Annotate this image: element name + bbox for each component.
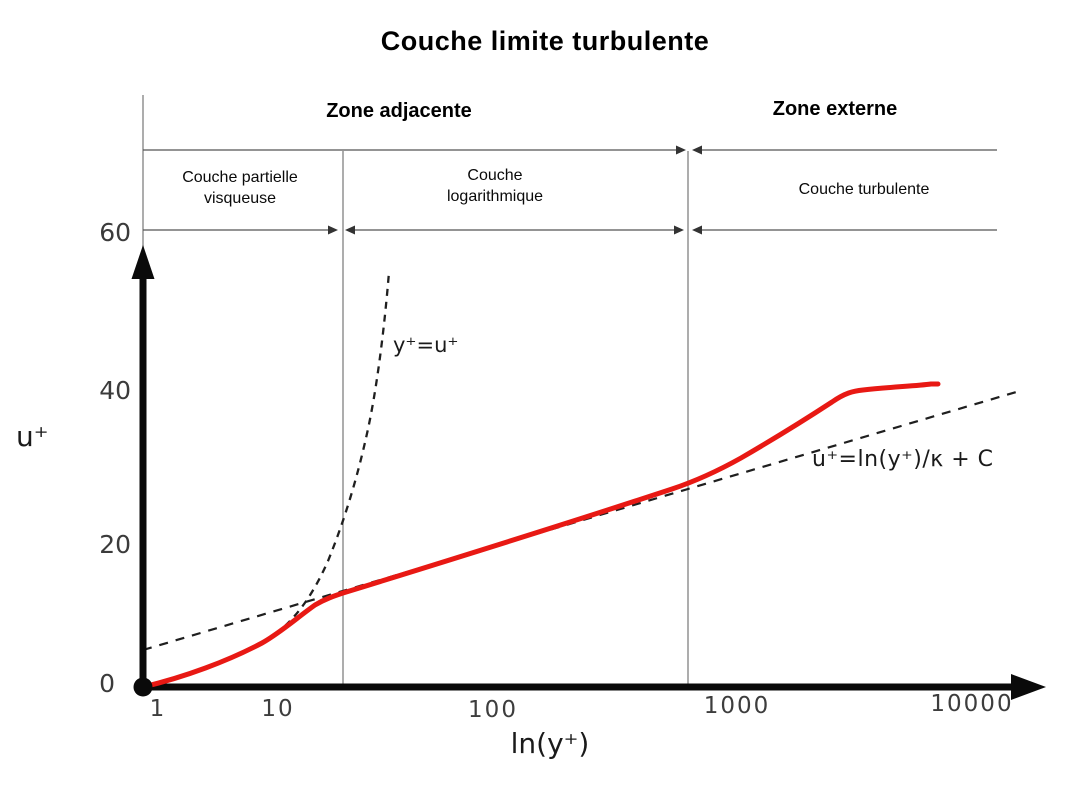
x-tick-100: 100 [468, 697, 518, 723]
layer-turbulente-label: Couche turbulente [798, 181, 930, 198]
y-tick-0: 0 [99, 669, 115, 698]
x-axis-label: ln(y⁺) [510, 727, 590, 760]
arrow-right-icon [676, 145, 686, 155]
zone-externe-label: Zone externe [772, 98, 898, 120]
viscous-sublayer-dashed-curve [142, 271, 391, 689]
x-axis-arrow-icon [1011, 674, 1046, 700]
arrow-right-icon [674, 225, 684, 235]
velocity-profile-curve [140, 381, 941, 690]
zone-span-line [143, 145, 997, 155]
y-tick-60: 60 [99, 218, 131, 247]
y-tick-40: 40 [99, 376, 131, 405]
arrow-right-icon [328, 225, 338, 235]
arrow-left-icon [692, 145, 702, 155]
layer-visqueuse-label: Couche partielle visqueuse [182, 169, 298, 207]
viscous-law-equation: y⁺=u⁺ [393, 333, 459, 357]
layer-span-line [143, 225, 997, 235]
origin-dot [133, 677, 153, 697]
x-tick-10: 10 [261, 696, 295, 722]
arrow-left-icon [345, 225, 355, 235]
y-axis-arrow-icon [131, 245, 155, 279]
arrow-left-icon [692, 225, 702, 235]
y-tick-20: 20 [99, 530, 131, 559]
y-axis-label: u⁺ [16, 420, 49, 453]
x-tick-1: 1 [149, 696, 167, 722]
layer-logarithmique-label: Couche logarithmique [446, 167, 544, 205]
log-law-equation: u⁺=ln(y⁺)/κ + C [812, 447, 994, 472]
chart-title: Couche limite turbulente [380, 26, 710, 56]
x-tick-10000: 10000 [930, 691, 1014, 717]
zone-adjacente-label: Zone adjacente [326, 100, 472, 122]
x-tick-1000: 1000 [703, 693, 771, 719]
